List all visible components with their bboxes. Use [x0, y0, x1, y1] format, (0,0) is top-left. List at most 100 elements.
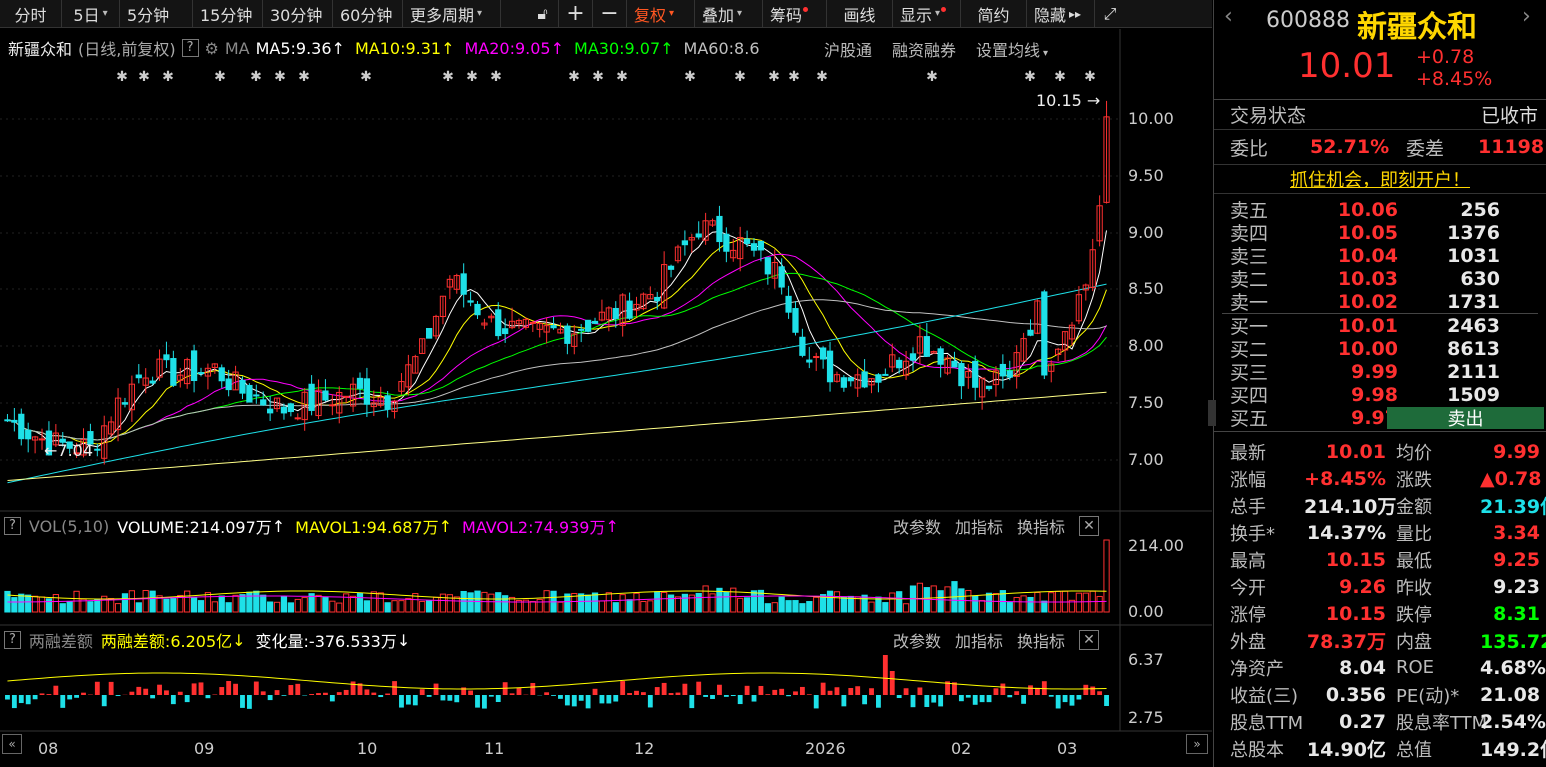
bid-row[interactable]: 买四 9.98 1509 [1214, 383, 1546, 408]
zoom-in-button[interactable]: + [559, 0, 593, 27]
add-indicator-button[interactable]: 加指标 [955, 632, 1004, 651]
draw-button[interactable]: 画线 [827, 0, 893, 27]
level-price: 10.01 [1337, 314, 1398, 337]
expand-icon: ⤢ [1103, 3, 1117, 23]
side-toggle-button[interactable] [1208, 400, 1216, 426]
set-ma-label: 设置均线 [976, 41, 1041, 60]
candle-body [826, 350, 834, 383]
scroll-left-button[interactable]: « [2, 734, 22, 754]
next-stock-button[interactable]: › [1522, 4, 1531, 29]
overlay-dropdown[interactable]: 叠加 ▾ [695, 0, 763, 27]
margin-bar [253, 681, 259, 695]
ask-row[interactable]: 卖四 10.05 1376 [1214, 221, 1546, 246]
fuquan-dropdown[interactable]: 复权 ▾ [627, 0, 695, 27]
volume-bar [840, 596, 847, 613]
edit-params-button[interactable]: 改参数 [893, 518, 942, 537]
candle-body [1013, 352, 1020, 377]
candle-body [896, 359, 903, 369]
caret-down-icon: ▾ [477, 8, 483, 19]
display-dropdown[interactable]: 显示 ▾ [893, 0, 961, 27]
volume-bar [280, 596, 288, 613]
margin-bar [150, 695, 156, 699]
margin-bar [786, 695, 791, 697]
volume-bar [59, 603, 66, 613]
ask-row[interactable]: 卖二 10.03 630 [1214, 267, 1546, 292]
stat-row: 涨幅 +8.45% 涨跌 ▲0.78 [1214, 465, 1546, 492]
ma-legend: 新疆众和 (日线,前复权) ? ⚙ MA MA5:9.36 ↑ MA10:9.3… [0, 37, 766, 60]
arrow-up-icon: ↑ [441, 38, 455, 58]
sell-button[interactable]: 卖出 [1387, 407, 1544, 430]
margin-bar [876, 695, 881, 708]
margin-bar [516, 687, 522, 695]
margin-bar [564, 695, 570, 706]
candle-body [156, 358, 163, 378]
bid-row[interactable]: 买一 10.01 2463 [1214, 314, 1546, 339]
kline-chart-area[interactable]: ✱ ✱ ✱ ✱ ✱ ✱ ✱ ✱ ✱ ✱ ✱ ✱ ✱ ✱ ✱ ✱ ✱ ✱ ✱ ✱ ✱ ✱ ✱ 新疆众和 (日线,前复权) ? … [0, 29, 1212, 767]
volume-bar [439, 593, 447, 613]
chips-button[interactable]: 筹码 [763, 0, 827, 27]
bid-row[interactable]: 买二 10.00 8613 [1214, 337, 1546, 362]
zoom-out-button[interactable]: − [593, 0, 627, 27]
add-indicator-button[interactable]: 加指标 [955, 518, 1004, 537]
candle-body [1006, 370, 1013, 378]
margin-bar [191, 683, 197, 695]
help-icon[interactable]: ? [4, 631, 21, 649]
margin-bar [855, 686, 861, 695]
candle-body [502, 328, 509, 335]
margin-legend: ? 两融差额 两融差额:6.205亿 ↓ 变化量:-376.533万 ↓ [0, 628, 418, 652]
simple-button[interactable]: 简约 [961, 0, 1027, 27]
ma60-value: MA60:8.6 [683, 38, 760, 58]
settings-gear-icon[interactable]: ⚙ [204, 38, 219, 58]
stat-value: 214.10万 [1304, 496, 1397, 518]
stat-label: 总值 [1396, 739, 1432, 761]
margin-bar [39, 693, 45, 695]
change-indicator-button[interactable]: 换指标 [1017, 632, 1066, 651]
simple-label: 简约 [977, 5, 1010, 25]
unlock-button[interactable]: 🔓︎ [527, 0, 559, 27]
tab-fenshi-label: 分时 [14, 5, 47, 25]
close-icon[interactable]: ✕ [1079, 516, 1100, 536]
tab-fenshi[interactable]: 分时 [0, 0, 62, 27]
ask-row[interactable]: 卖五 10.06 256 [1214, 198, 1546, 223]
help-icon[interactable]: ? [4, 517, 21, 535]
level-label: 买二 [1230, 339, 1269, 361]
event-marker-icon: ✱ [116, 69, 128, 85]
candle-body [543, 325, 550, 333]
link-set-ma[interactable]: 设置均线 ▾ [976, 37, 1048, 61]
change-indicator-button[interactable]: 换指标 [1017, 518, 1066, 537]
margin-bar [336, 692, 342, 695]
tab-60min[interactable]: 60分钟 [333, 0, 403, 27]
prev-stock-button[interactable]: ‹ [1224, 4, 1233, 29]
link-hugutong[interactable]: 沪股通 [824, 41, 873, 60]
ask-row[interactable]: 卖一 10.02 1731 [1214, 290, 1546, 315]
tab-5min[interactable]: 5分钟 [120, 0, 193, 27]
tab-more-periods[interactable]: 更多周期 ▾ [403, 0, 501, 27]
promo-link[interactable]: 抓住机会，即刻开户！ [1290, 170, 1470, 191]
candle-body [163, 354, 170, 361]
margin-bar [447, 695, 453, 701]
stat-row: 今开 9.26 昨收 9.23 [1214, 573, 1546, 600]
scroll-right-button[interactable]: » [1186, 734, 1208, 754]
help-icon[interactable]: ? [181, 39, 199, 57]
ma20-value: MA20:9.05 [464, 38, 551, 58]
margin-bar [371, 692, 377, 695]
volume-bar [87, 601, 94, 613]
candle-body [584, 319, 592, 332]
margin-bar [233, 683, 238, 695]
hide-button[interactable]: 隐藏 ▸▸ [1027, 0, 1095, 27]
close-icon[interactable]: ✕ [1079, 630, 1100, 650]
candle-body [25, 429, 32, 440]
tab-15min[interactable]: 15分钟 [193, 0, 263, 27]
margin-bar [730, 695, 736, 697]
volume-bar [709, 593, 716, 613]
candle-body [419, 338, 426, 354]
fullscreen-button[interactable]: ⤢ [1095, 0, 1125, 27]
tab-30min[interactable]: 30分钟 [263, 0, 333, 27]
bid-row[interactable]: 买三 9.99 2111 [1214, 360, 1546, 385]
margin-bar [1028, 685, 1033, 695]
margin-bar [5, 695, 10, 700]
ask-row[interactable]: 卖三 10.04 1031 [1214, 244, 1546, 269]
tab-5day[interactable]: 5日 ▾ [62, 0, 120, 27]
edit-params-button[interactable]: 改参数 [893, 632, 942, 651]
link-margin[interactable]: 融资融券 [892, 41, 957, 60]
